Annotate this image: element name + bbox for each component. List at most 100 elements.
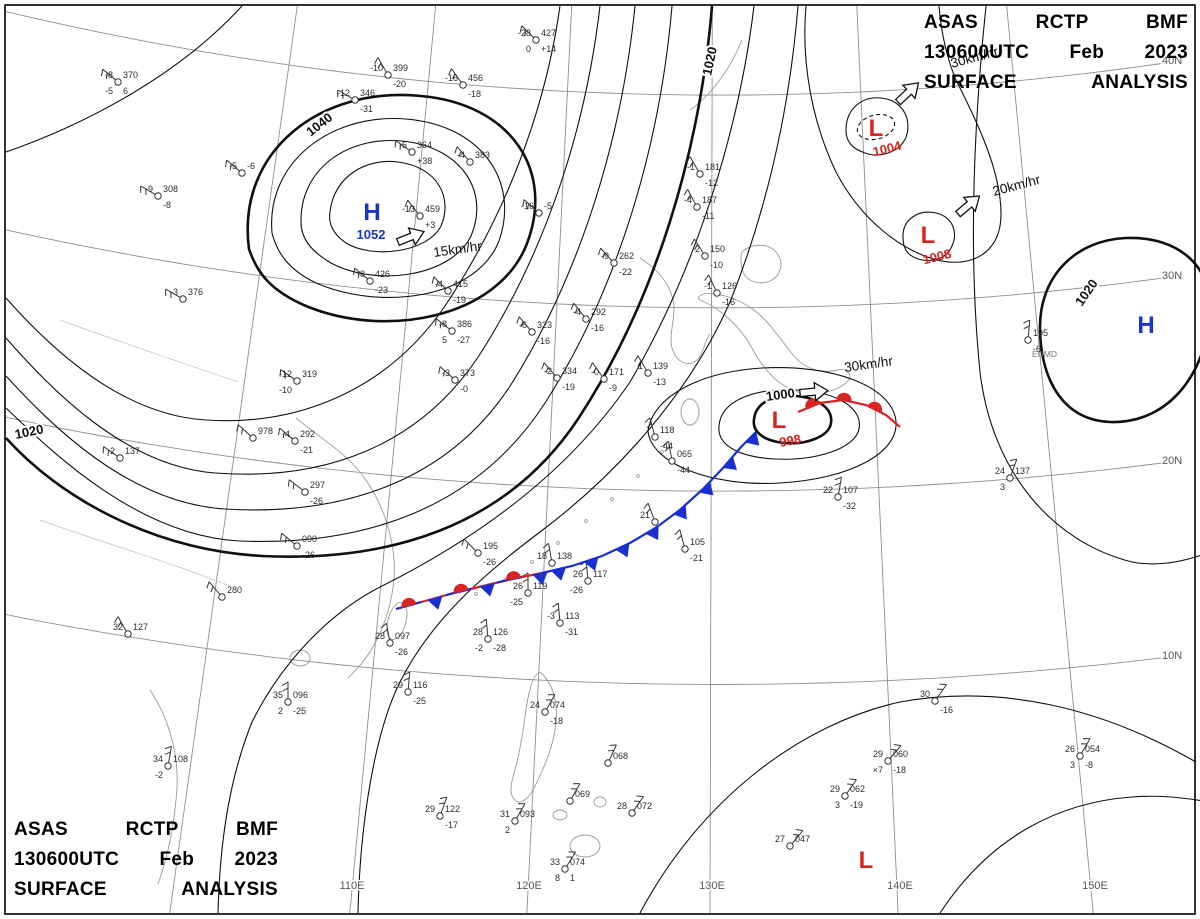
svg-text:22: 22 [823,485,833,495]
svg-text:107: 107 [843,485,858,495]
svg-text:105: 105 [690,537,705,547]
svg-text:-26: -26 [570,585,583,595]
svg-text:H: H [1137,312,1154,339]
svg-text:-31: -31 [360,104,373,114]
svg-text:171: 171 [609,367,624,377]
svg-text:062: 062 [850,784,865,794]
svg-text:-2: -2 [544,366,552,376]
station-plot: 26 054 3 -8 [1065,738,1100,770]
svg-text:-17: -17 [445,820,458,830]
ryukyu-islands [474,450,664,596]
station-plot: -28 427 0 +14 [518,25,556,54]
station-plot: -2 150 -10 [690,238,725,270]
svg-text:370: 370 [123,70,138,80]
svg-text:334: 334 [562,366,577,376]
svg-text:1052: 1052 [357,227,386,242]
title-line-1: ASAS RCTP BMF [14,819,278,840]
title-line-3: SURFACE ANALYSIS [924,72,1188,93]
coast-indochina [149,689,178,885]
station-plot: -6 323 -16 [516,316,552,346]
graticule-labels: 110E 120E 130E 140E 150E 40N 30N 20N 10N [338,54,1184,894]
isobar-1020-right-high [1038,236,1200,424]
svg-text:1020: 1020 [13,421,44,442]
svg-text:-26: -26 [483,557,496,567]
svg-text:323: 323 [537,320,552,330]
coast-taiwan [386,602,408,640]
svg-text:376: 376 [188,287,203,297]
station-plot: 32 127 [113,616,148,638]
svg-text:-19: -19 [453,295,466,305]
svg-text:-3: -3 [170,287,178,297]
coast-visayas-1 [552,809,568,821]
station-plot: -5 -6 [225,159,255,177]
svg-text:427: 427 [541,28,556,38]
svg-text:150: 150 [710,244,725,254]
svg-text:-32: -32 [843,501,856,511]
svg-text:L: L [859,847,874,874]
svg-text:-44: -44 [677,465,690,475]
river-1 [59,319,239,383]
station-plot: 22 107 -32 [823,476,858,511]
svg-text:137: 137 [1015,466,1030,476]
isobar-1052-inner [329,160,446,253]
svg-text:-12: -12 [337,88,350,98]
svg-text:364: 364 [417,140,432,150]
svg-text:6: 6 [123,86,128,96]
svg-text:15km/hr: 15km/hr [432,238,483,260]
title-line-1: ASAS RCTP BMF [924,12,1188,33]
svg-text:-22: -22 [619,267,632,277]
svg-text:-18: -18 [550,716,563,726]
svg-text:-4: -4 [282,429,290,439]
svg-text:280: 280 [227,585,242,595]
svg-text:-26: -26 [395,647,408,657]
station-plot: 24 137 3 [995,458,1030,492]
svg-text:-12: -12 [279,369,292,379]
svg-text:-16: -16 [591,323,604,333]
svg-text:068: 068 [613,751,628,761]
svg-text:126: 126 [722,281,737,291]
station-plot: -9 308 -8 [140,184,178,210]
station-plot: 118 -44 [644,417,674,451]
svg-text:065: 065 [677,449,692,459]
station-plot: -8 370 -5 6 [101,68,138,96]
svg-text:-4: -4 [573,307,581,317]
station-plot: -4 187 -11 [683,189,717,221]
station-plot: 978 [236,424,273,442]
station-plot: 280 [206,581,242,601]
svg-text:26: 26 [1065,744,1075,754]
isobar-1020-bold [5,5,714,558]
isobar-1044 [271,117,506,298]
svg-text:130E: 130E [699,880,725,892]
svg-text:-9: -9 [145,184,153,194]
station-plot: -3 373 -0 [438,366,475,394]
svg-text:-3: -3 [547,611,555,621]
svg-text:24: 24 [995,466,1005,476]
svg-text:-13: -13 [402,204,415,214]
svg-text:-2: -2 [155,770,163,780]
svg-text:29: 29 [393,680,403,690]
station-plot: -1 126 -16 [704,274,737,307]
svg-text:-28: -28 [518,28,531,38]
station-plot: -16 -5 [521,199,552,217]
svg-text:1020: 1020 [699,45,720,76]
svg-text:1: 1 [638,361,643,371]
svg-text:262: 262 [619,251,634,261]
svg-text:26: 26 [513,581,523,591]
svg-text:-23: -23 [375,285,388,295]
svg-text:126: 126 [493,627,508,637]
svg-text:-25: -25 [293,706,306,716]
isobar-se-arc [639,695,1197,914]
svg-text:096: 096 [293,690,308,700]
isobar-1012 [357,5,799,914]
svg-text:-16: -16 [537,336,550,346]
svg-text:2: 2 [278,706,283,716]
svg-text:-6: -6 [1033,344,1041,354]
isobar-1000-bold [752,394,833,445]
svg-text:090: 090 [302,534,317,544]
svg-text:+14: +14 [541,44,556,54]
svg-text:-6: -6 [247,161,255,171]
svg-text:113: 113 [565,611,579,621]
station-plot: -9 262 -22 [598,247,634,277]
svg-text:28: 28 [473,627,483,637]
